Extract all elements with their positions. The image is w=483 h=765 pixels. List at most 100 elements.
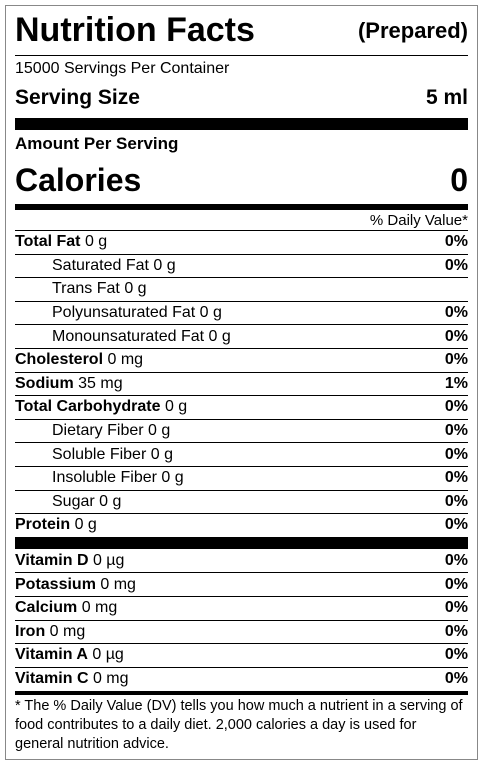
nutrient-row: Sugar 0 g 0% xyxy=(15,489,468,514)
nutrient-name: Protein xyxy=(15,516,71,534)
nutrient-name: Total Fat xyxy=(15,233,81,251)
nutrient-name: Dietary Fiber xyxy=(52,422,144,440)
nutrient-name: Soluble Fiber xyxy=(52,445,147,463)
nutrient-name: Calcium xyxy=(15,599,78,617)
nutrient-dv: 0% xyxy=(444,622,468,640)
nutrient-row: Total Carbohydrate 0 g 0% xyxy=(15,395,468,419)
nutrient-dv: 0% xyxy=(444,351,468,369)
nutrient-row: Polyunsaturated Fat 0 g 0% xyxy=(15,300,468,325)
nutrient-cell: Sugar 0 g xyxy=(52,493,121,511)
nutrient-cell: Insoluble Fiber 0 g xyxy=(52,469,184,487)
nutrient-amount: 0 g xyxy=(150,445,173,463)
nutrient-amount: 0 g xyxy=(99,492,122,510)
nutrient-row: Iron 0 mg 0% xyxy=(15,619,468,644)
nutrient-name: Insoluble Fiber xyxy=(52,469,157,487)
nutrient-cell: Polyunsaturated Fat 0 g xyxy=(52,304,222,322)
nutrient-dv: 0% xyxy=(444,304,468,322)
nutrient-dv: 0% xyxy=(444,575,468,593)
thick-bar xyxy=(15,536,468,549)
nutrient-name: Iron xyxy=(15,622,46,640)
nutrient-name: Vitamin D xyxy=(15,551,89,569)
nutrient-name: Trans Fat xyxy=(52,280,120,298)
nutrient-row: Dietary Fiber 0 g 0% xyxy=(15,418,468,443)
nutrient-amount: 0 g xyxy=(153,256,176,274)
nutrient-row: Cholesterol 0 mg 0% xyxy=(15,347,468,372)
nutrient-dv: 0% xyxy=(444,233,468,251)
nutrient-dv: 0% xyxy=(444,669,468,687)
nutrient-row: Potassium 0 mg 0% xyxy=(15,572,468,596)
nutrient-row: Vitamin C 0 mg 0% xyxy=(15,666,468,691)
nutrient-cell: Vitamin A 0 µg xyxy=(15,646,124,664)
calories: Calories 0 xyxy=(15,157,468,204)
nutrient-cell: Protein 0 g xyxy=(15,516,97,534)
medium-bar xyxy=(15,204,468,210)
nutrient-amount: 0 mg xyxy=(81,599,118,617)
nutrient-cell: Potassium 0 mg xyxy=(15,576,136,594)
nutrient-amount: 0 g xyxy=(199,304,222,322)
calories-value: 0 xyxy=(450,162,468,198)
nutrient-amount: 0 g xyxy=(124,280,147,298)
nutrient-row: Total Fat 0 g 0% xyxy=(15,230,468,254)
nutrient-name: Cholesterol xyxy=(15,351,104,369)
nutrient-amount: 0 mg xyxy=(49,622,86,640)
nutrient-amount: 0 µg xyxy=(92,646,124,664)
nutrient-cell: Vitamin D 0 µg xyxy=(15,552,124,570)
nutrient-row: Soluble Fiber 0 g 0% xyxy=(15,442,468,466)
title: Nutrition Facts xyxy=(15,11,255,49)
nutrient-amount: 0 g xyxy=(208,327,231,345)
dv-header: % Daily Value* xyxy=(15,210,468,230)
nutrient-amount: 0 g xyxy=(148,422,171,440)
serving-size-label: Serving Size xyxy=(15,86,140,109)
serving-size-value: 5 ml xyxy=(425,86,468,109)
nutrient-cell: Vitamin C 0 mg xyxy=(15,670,129,688)
nutrient-dv: 0% xyxy=(444,469,468,487)
header: Nutrition Facts (Prepared) xyxy=(15,6,468,56)
nutrient-dv: 0% xyxy=(444,327,468,345)
nutrient-name: Vitamin C xyxy=(15,669,89,687)
calories-label: Calories xyxy=(15,162,142,198)
nutrient-amount: 0 g xyxy=(84,233,108,251)
nutrient-row: Sodium 35 mg 1% xyxy=(15,371,468,396)
nutrient-cell: Soluble Fiber 0 g xyxy=(52,446,173,464)
nutrient-name: Saturated Fat xyxy=(52,256,149,274)
servings: 15000 Servings Per Container xyxy=(15,56,468,82)
nutrient-row: Calcium 0 mg 0% xyxy=(15,595,468,620)
nutrient-row: Vitamin D 0 µg 0% xyxy=(15,549,468,573)
amount-per-serving-text: Amount Per Serving xyxy=(15,133,179,153)
nutrient-dv: 0% xyxy=(444,646,468,664)
nutrient-amount: 0 g xyxy=(74,516,97,534)
servings-text: 15000 Servings Per Container xyxy=(15,60,230,77)
nutrient-row: Saturated Fat 0 g 0% xyxy=(15,253,468,278)
nutrient-amount: 0 mg xyxy=(107,351,144,369)
nutrient-cell: Cholesterol 0 mg xyxy=(15,351,143,369)
nutrient-name: Sugar xyxy=(52,492,95,510)
nutrient-cell: Monounsaturated Fat 0 g xyxy=(52,328,231,346)
footnote: * The % Daily Value (DV) tells you how m… xyxy=(15,698,463,753)
nutrient-row: Insoluble Fiber 0 g 0% xyxy=(15,465,468,490)
amount-per-serving: Amount Per Serving xyxy=(15,130,468,157)
nutrient-cell: Sodium 35 mg xyxy=(15,375,123,393)
nutrient-name: Sodium xyxy=(15,374,74,392)
nutrient-dv: 0% xyxy=(444,599,468,617)
nutrient-amount: 0 mg xyxy=(92,669,129,687)
nutrient-amount: 0 g xyxy=(164,398,188,416)
nutrient-cell: Iron 0 mg xyxy=(15,623,85,641)
nutrient-cell: Trans Fat 0 g xyxy=(52,280,147,298)
nutrient-cell: Saturated Fat 0 g xyxy=(52,257,176,275)
serving-size: Serving Size 5 ml xyxy=(15,82,468,114)
nutrient-row: Vitamin A 0 µg 0% xyxy=(15,643,468,667)
nutrient-row: Trans Fat 0 g xyxy=(15,277,468,301)
nutrient-list: Total Fat 0 g 0% Saturated Fat 0 g 0% Trans … xyxy=(15,230,468,537)
nutrient-dv: 0% xyxy=(444,398,468,416)
nutrient-amount: 0 µg xyxy=(92,551,125,569)
medium-bar xyxy=(15,691,468,696)
nutrient-dv: 0% xyxy=(444,445,468,463)
vitamin-list: Vitamin D 0 µg 0% Potassium 0 mg 0% Calcium … xyxy=(15,549,468,691)
nutrient-dv: 0% xyxy=(444,551,468,569)
nutrient-dv: 0% xyxy=(444,422,468,440)
nutrient-cell: Calcium 0 mg xyxy=(15,599,117,617)
nutrient-dv: 0% xyxy=(444,492,468,510)
nutrient-cell: Dietary Fiber 0 g xyxy=(52,422,170,440)
nutrient-amount: 0 g xyxy=(161,469,184,487)
